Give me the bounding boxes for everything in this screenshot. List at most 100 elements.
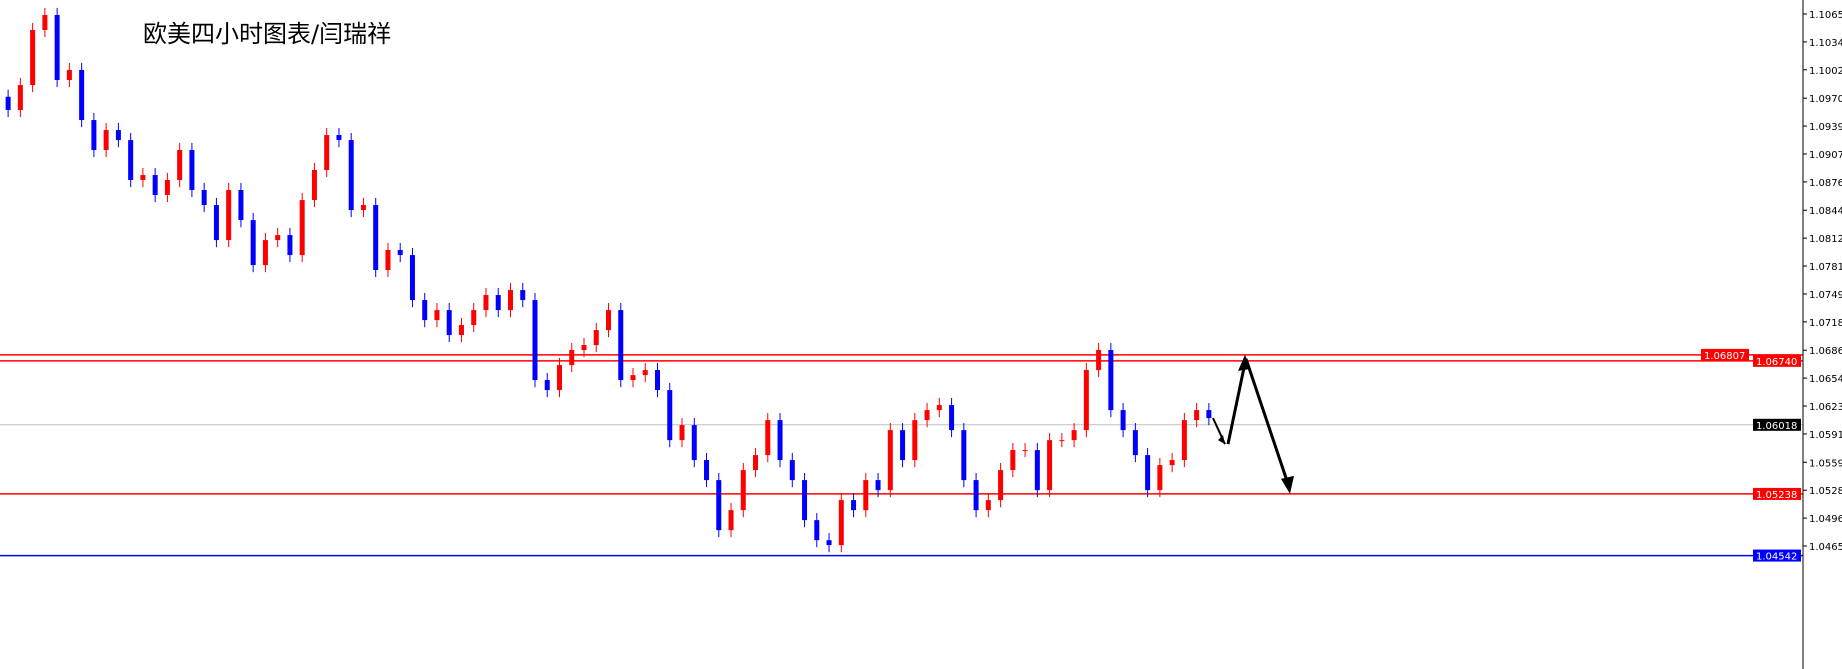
candle-body xyxy=(1096,350,1102,371)
y-tick-label: 1.06230 xyxy=(1809,402,1842,413)
candle-body xyxy=(348,140,354,211)
candle-body xyxy=(1010,450,1016,471)
candle-body xyxy=(1157,465,1163,491)
candle-body xyxy=(79,69,85,121)
candle-body xyxy=(581,345,587,351)
candle-body xyxy=(998,470,1004,501)
y-tick-label: 1.07495 xyxy=(1809,290,1842,301)
y-tick-label: 1.10655 xyxy=(1809,10,1842,21)
candle-body xyxy=(1132,430,1138,456)
price-tag-box xyxy=(1753,418,1801,431)
candle-body xyxy=(128,140,134,181)
chart-title: 欧美四小时图表/闫瑞祥 xyxy=(143,20,392,48)
candle-body xyxy=(385,250,391,271)
candle-body xyxy=(1206,410,1212,419)
candle-body xyxy=(826,540,832,546)
candles xyxy=(5,7,1212,553)
candle-body xyxy=(397,250,403,256)
candle-body xyxy=(875,480,881,491)
candle-body xyxy=(177,149,183,181)
candle-body xyxy=(789,460,795,481)
candle-body xyxy=(520,290,526,301)
y-tick-label: 1.08760 xyxy=(1809,178,1842,189)
candle-body xyxy=(275,235,281,241)
candle-body xyxy=(936,405,942,411)
price-tag-box xyxy=(1753,487,1801,500)
candle-body xyxy=(642,370,648,376)
y-tick-label: 1.09705 xyxy=(1809,94,1842,105)
candle-body xyxy=(471,310,477,326)
arrow-head-icon xyxy=(1218,435,1225,445)
candle-body xyxy=(360,205,366,211)
candle-body xyxy=(716,480,722,531)
candle-body xyxy=(507,290,513,311)
candle-body xyxy=(851,500,857,511)
price-axis: 1.10655 1.10340 1.10025 1.09705 1.09390 1.090… xyxy=(1803,10,1842,553)
y-tick-label: 1.07180 xyxy=(1809,318,1842,329)
price-tag-box xyxy=(1753,549,1801,562)
candle-body xyxy=(5,96,11,111)
candle-body xyxy=(66,69,72,81)
candle-body xyxy=(262,240,268,266)
candle-body xyxy=(91,120,97,150)
candle-body xyxy=(287,235,293,256)
arrow-segment xyxy=(1244,358,1290,485)
candle-body xyxy=(569,350,575,366)
price-tag-label: 1.05238 xyxy=(1756,490,1797,501)
candle-body xyxy=(900,430,906,461)
candle-body xyxy=(152,175,158,195)
candle-body xyxy=(434,310,440,321)
candle-body xyxy=(667,390,673,441)
candle-body xyxy=(985,500,991,511)
candle-body xyxy=(1181,420,1187,461)
candle-body xyxy=(606,310,611,331)
candle-body xyxy=(593,330,599,346)
horizontal-lines xyxy=(0,354,1803,557)
price-tag-box xyxy=(1753,354,1801,367)
candle-body xyxy=(887,430,893,491)
y-tick-label: 1.05280 xyxy=(1809,486,1842,497)
candle-body xyxy=(544,380,550,391)
candle-body xyxy=(213,205,219,241)
candle-body xyxy=(336,135,342,141)
candle-body xyxy=(1047,440,1053,491)
candle-body xyxy=(409,255,415,301)
candle-body xyxy=(814,520,820,541)
candle-body xyxy=(483,295,489,311)
candle-body xyxy=(495,295,501,311)
candle-body xyxy=(1022,450,1028,452)
candle-body xyxy=(238,190,244,221)
candle-body xyxy=(201,190,207,206)
candle-body xyxy=(226,190,232,241)
price-tag-label: 1.04542 xyxy=(1756,552,1797,563)
candle-body xyxy=(802,480,808,521)
candle-body xyxy=(458,325,464,336)
price-tag-box xyxy=(1701,348,1749,361)
candle-body xyxy=(618,310,624,381)
y-tick-label: 1.05595 xyxy=(1809,458,1842,469)
price-tag-label: 1.06740 xyxy=(1756,357,1797,368)
candle-body xyxy=(324,135,330,171)
candle-body xyxy=(1083,370,1089,431)
candle-body xyxy=(924,410,930,421)
candle-body xyxy=(679,425,685,441)
candle-body xyxy=(728,510,734,531)
y-tick-label: 1.08440 xyxy=(1809,206,1842,217)
candle-body xyxy=(1071,430,1077,441)
candle-body xyxy=(630,375,636,381)
y-tick-label: 1.06545 xyxy=(1809,374,1842,385)
candle-body xyxy=(532,300,538,381)
candle-body xyxy=(753,455,759,471)
y-tick-label: 1.04650 xyxy=(1809,542,1842,553)
candle-body xyxy=(1120,410,1126,431)
y-tick-label: 1.10340 xyxy=(1809,38,1842,49)
y-tick-label: 1.07810 xyxy=(1809,262,1842,273)
candle-body xyxy=(30,30,36,86)
y-tick-label: 1.04965 xyxy=(1809,514,1842,525)
candle-body xyxy=(1034,450,1040,491)
candle-body xyxy=(250,220,256,266)
candle-body xyxy=(189,149,195,191)
arrow-head-icon xyxy=(1281,475,1294,494)
candle-body xyxy=(838,500,844,546)
